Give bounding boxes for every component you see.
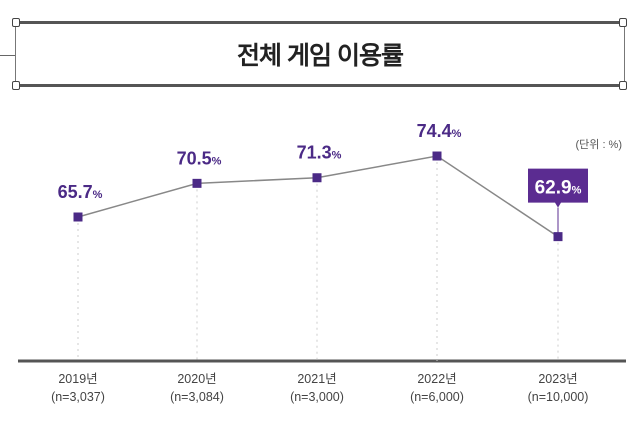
title-box: 전체 게임 이용률 xyxy=(15,21,625,87)
x-tick-label: 2019년 (n=3,037) xyxy=(23,370,133,406)
connector-line xyxy=(0,55,15,56)
data-label: 70.5% xyxy=(177,148,222,168)
corner-handle xyxy=(12,81,20,90)
year-label: 2021년 xyxy=(297,372,337,386)
sample-size-label: (n=3,037) xyxy=(51,390,105,404)
corner-handle xyxy=(12,18,20,27)
chart-title: 전체 게임 이용률 xyxy=(237,42,404,70)
data-label: 65.7% xyxy=(58,182,103,202)
x-tick-label: 2023년 (n=10,000) xyxy=(503,370,613,406)
series-line xyxy=(77,155,559,238)
sample-size-label: (n=3,000) xyxy=(290,390,344,404)
data-point xyxy=(553,232,563,242)
corner-handle xyxy=(619,81,627,90)
sample-size-label: (n=3,084) xyxy=(170,390,224,404)
year-label: 2023년 xyxy=(538,372,578,386)
data-label: 74.4% xyxy=(417,121,462,141)
x-tick-label: 2022년 (n=6,000) xyxy=(382,370,492,406)
data-point xyxy=(312,173,322,183)
data-point xyxy=(73,212,83,222)
highlight-box xyxy=(528,168,588,208)
x-tick-label: 2021년 (n=3,000) xyxy=(262,370,372,406)
data-point xyxy=(432,151,442,161)
data-label: 62.9% xyxy=(535,178,582,199)
corner-handle xyxy=(619,18,627,27)
unit-note: (단위 : %) xyxy=(575,139,622,151)
sample-size-label: (n=10,000) xyxy=(527,390,589,404)
year-label: 2020년 xyxy=(177,372,217,386)
sample-size-label: (n=6,000) xyxy=(410,390,464,404)
data-point xyxy=(192,178,202,188)
x-tick-label: 2020년 (n=3,084) xyxy=(142,370,252,406)
year-label: 2022년 xyxy=(417,372,457,386)
year-label: 2019년 xyxy=(58,372,98,386)
data-label: 71.3% xyxy=(297,143,342,163)
